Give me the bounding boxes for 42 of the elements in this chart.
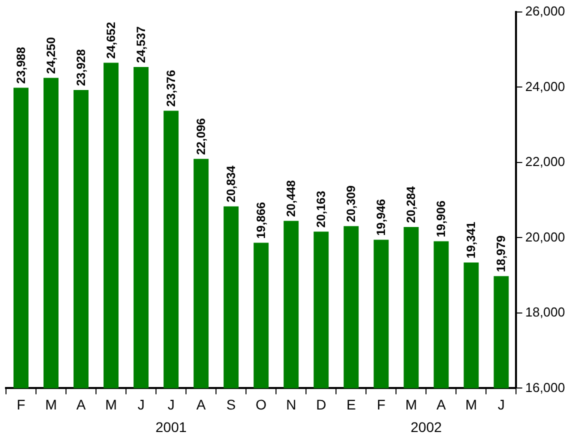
x-tick-label: J <box>138 396 145 412</box>
data-label: 20,309 <box>344 185 358 222</box>
x-tick-label: S <box>226 396 236 412</box>
data-label: 20,448 <box>284 180 298 217</box>
data-label: 19,906 <box>434 200 448 238</box>
data-label: 19,946 <box>374 198 388 236</box>
data-label: 20,163 <box>314 190 328 228</box>
x-tick-label: M <box>45 396 57 412</box>
y-tick-label: 26,000 <box>525 4 566 19</box>
x-tick-label: E <box>346 396 356 412</box>
x-tick-label: F <box>376 396 386 412</box>
x-tick-label: J <box>168 396 175 412</box>
data-label: 19,866 <box>254 202 268 239</box>
x-tick-label: N <box>286 396 296 412</box>
data-label: 19,341 <box>464 221 478 259</box>
data-label: 24,250 <box>44 36 58 74</box>
y-tick-label: 20,000 <box>525 229 566 244</box>
x-tick-label: A <box>436 396 447 412</box>
y-tick-label: 24,000 <box>525 78 566 94</box>
y-tick-label: 16,000 <box>525 380 566 395</box>
x-tick-label: D <box>316 396 326 412</box>
y-tick-label: 18,000 <box>525 304 566 320</box>
x-tick-label: J <box>498 396 505 412</box>
text: 2001 <box>156 418 187 435</box>
data-label: 22,096 <box>194 118 208 155</box>
data-label: 23,988 <box>14 46 28 84</box>
data-label: 24,537 <box>134 26 148 64</box>
data-label: 23,376 <box>164 70 178 107</box>
x-tick-label: A <box>196 396 206 412</box>
x-tick-label: M <box>405 396 418 412</box>
data-label: 20,284 <box>404 186 418 224</box>
data-label: 24,652 <box>104 22 118 59</box>
data-label: 18,979 <box>494 235 508 272</box>
text: 2002 <box>410 418 442 435</box>
y-tick-label: 22,000 <box>525 154 566 170</box>
x-tick-label: M <box>465 396 478 412</box>
data-label: 20,834 <box>224 165 238 202</box>
x-tick-label: A <box>76 396 86 412</box>
x-tick-label: O <box>256 396 267 412</box>
x-tick-label: M <box>105 396 117 412</box>
data-label: 23,928 <box>74 48 88 86</box>
x-tick-label: F <box>16 396 26 412</box>
